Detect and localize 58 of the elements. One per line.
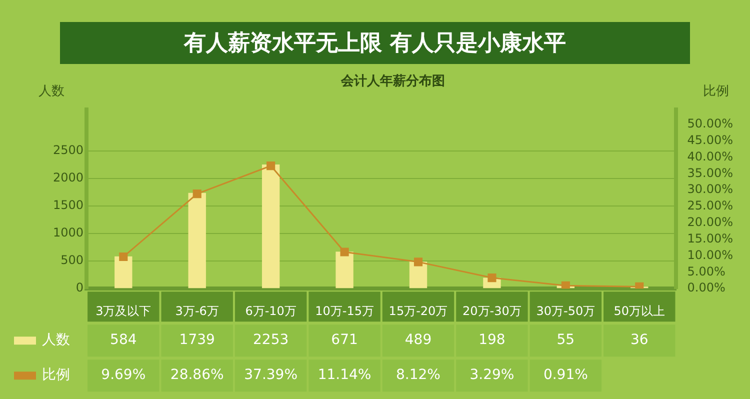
data-label: 489 bbox=[404, 332, 432, 348]
y-tick-label: 0 bbox=[76, 280, 84, 295]
y-tick-label: 2000 bbox=[52, 170, 84, 185]
legend-label: 人数 bbox=[42, 332, 70, 348]
point bbox=[192, 190, 202, 198]
point bbox=[340, 248, 349, 256]
legend-label: 比例 bbox=[42, 367, 70, 384]
data-label: 9.69% bbox=[101, 367, 146, 384]
bar bbox=[114, 256, 132, 288]
data-label: 37.39% bbox=[244, 367, 298, 384]
point bbox=[414, 258, 423, 266]
y-tick-label: 500 bbox=[60, 253, 84, 268]
data-label: 3.29% bbox=[470, 367, 514, 384]
point bbox=[635, 282, 644, 289]
y2-tick-label: 0.00% bbox=[687, 280, 726, 295]
data-label: 584 bbox=[110, 332, 137, 348]
y2-tick-label: 5.00% bbox=[687, 264, 726, 278]
data-label: 2253 bbox=[253, 332, 289, 348]
point bbox=[561, 281, 570, 289]
y2-axis-title: 比例 bbox=[703, 84, 730, 99]
data-label: 1739 bbox=[179, 332, 215, 348]
data-label: 0.91% bbox=[543, 367, 588, 384]
y-axis-title: 人数 bbox=[38, 84, 65, 99]
data-label: 8.12% bbox=[396, 367, 440, 384]
x-tick-label: 30万-50万 bbox=[536, 304, 596, 318]
y2-tick-label: 50.00% bbox=[687, 116, 734, 131]
bar bbox=[262, 164, 280, 288]
data-label: 55 bbox=[556, 332, 575, 348]
point bbox=[488, 274, 496, 282]
y2-tick-label: 20.00% bbox=[687, 215, 734, 230]
y-tick-label: 1500 bbox=[52, 198, 84, 212]
x-tick-label: 15万-20万 bbox=[388, 304, 448, 318]
y2-tick-label: 30.00% bbox=[687, 182, 734, 196]
chart-subtitle: 会计人年薪分布图 bbox=[340, 73, 445, 90]
x-tick-label: 3万及以下 bbox=[96, 304, 152, 318]
y2-tick-label: 35.00% bbox=[687, 166, 734, 180]
chart-title: 有人薪资水平无上限 有人只是小康水平 bbox=[184, 30, 566, 58]
x-tick-label: 6万-10万 bbox=[245, 304, 296, 318]
y2-tick-label: 25.00% bbox=[687, 198, 734, 213]
y-tick-label: 2500 bbox=[52, 143, 84, 158]
y2-tick-label: 40.00% bbox=[687, 149, 734, 164]
data-label: 28.86% bbox=[170, 367, 224, 384]
bar bbox=[188, 192, 206, 288]
y2-tick-label: 45.00% bbox=[687, 132, 734, 147]
y2-tick-label: 10.00% bbox=[687, 248, 734, 262]
y-tick-label: 1000 bbox=[52, 226, 84, 240]
x-tick-label: 10万-15万 bbox=[315, 304, 374, 318]
x-tick-label: 20万-30万 bbox=[462, 304, 522, 318]
x-tick-label: 50万以上 bbox=[614, 304, 666, 318]
bar bbox=[336, 252, 354, 288]
point bbox=[119, 252, 128, 262]
data-label: 671 bbox=[331, 332, 358, 348]
data-label: 36 bbox=[630, 332, 648, 348]
point bbox=[266, 162, 276, 170]
x-tick-label: 3万-6万 bbox=[175, 304, 219, 318]
data-label: 198 bbox=[478, 332, 506, 348]
data-label: 11.14% bbox=[318, 367, 372, 384]
y2-tick-label: 15.00% bbox=[687, 231, 734, 246]
